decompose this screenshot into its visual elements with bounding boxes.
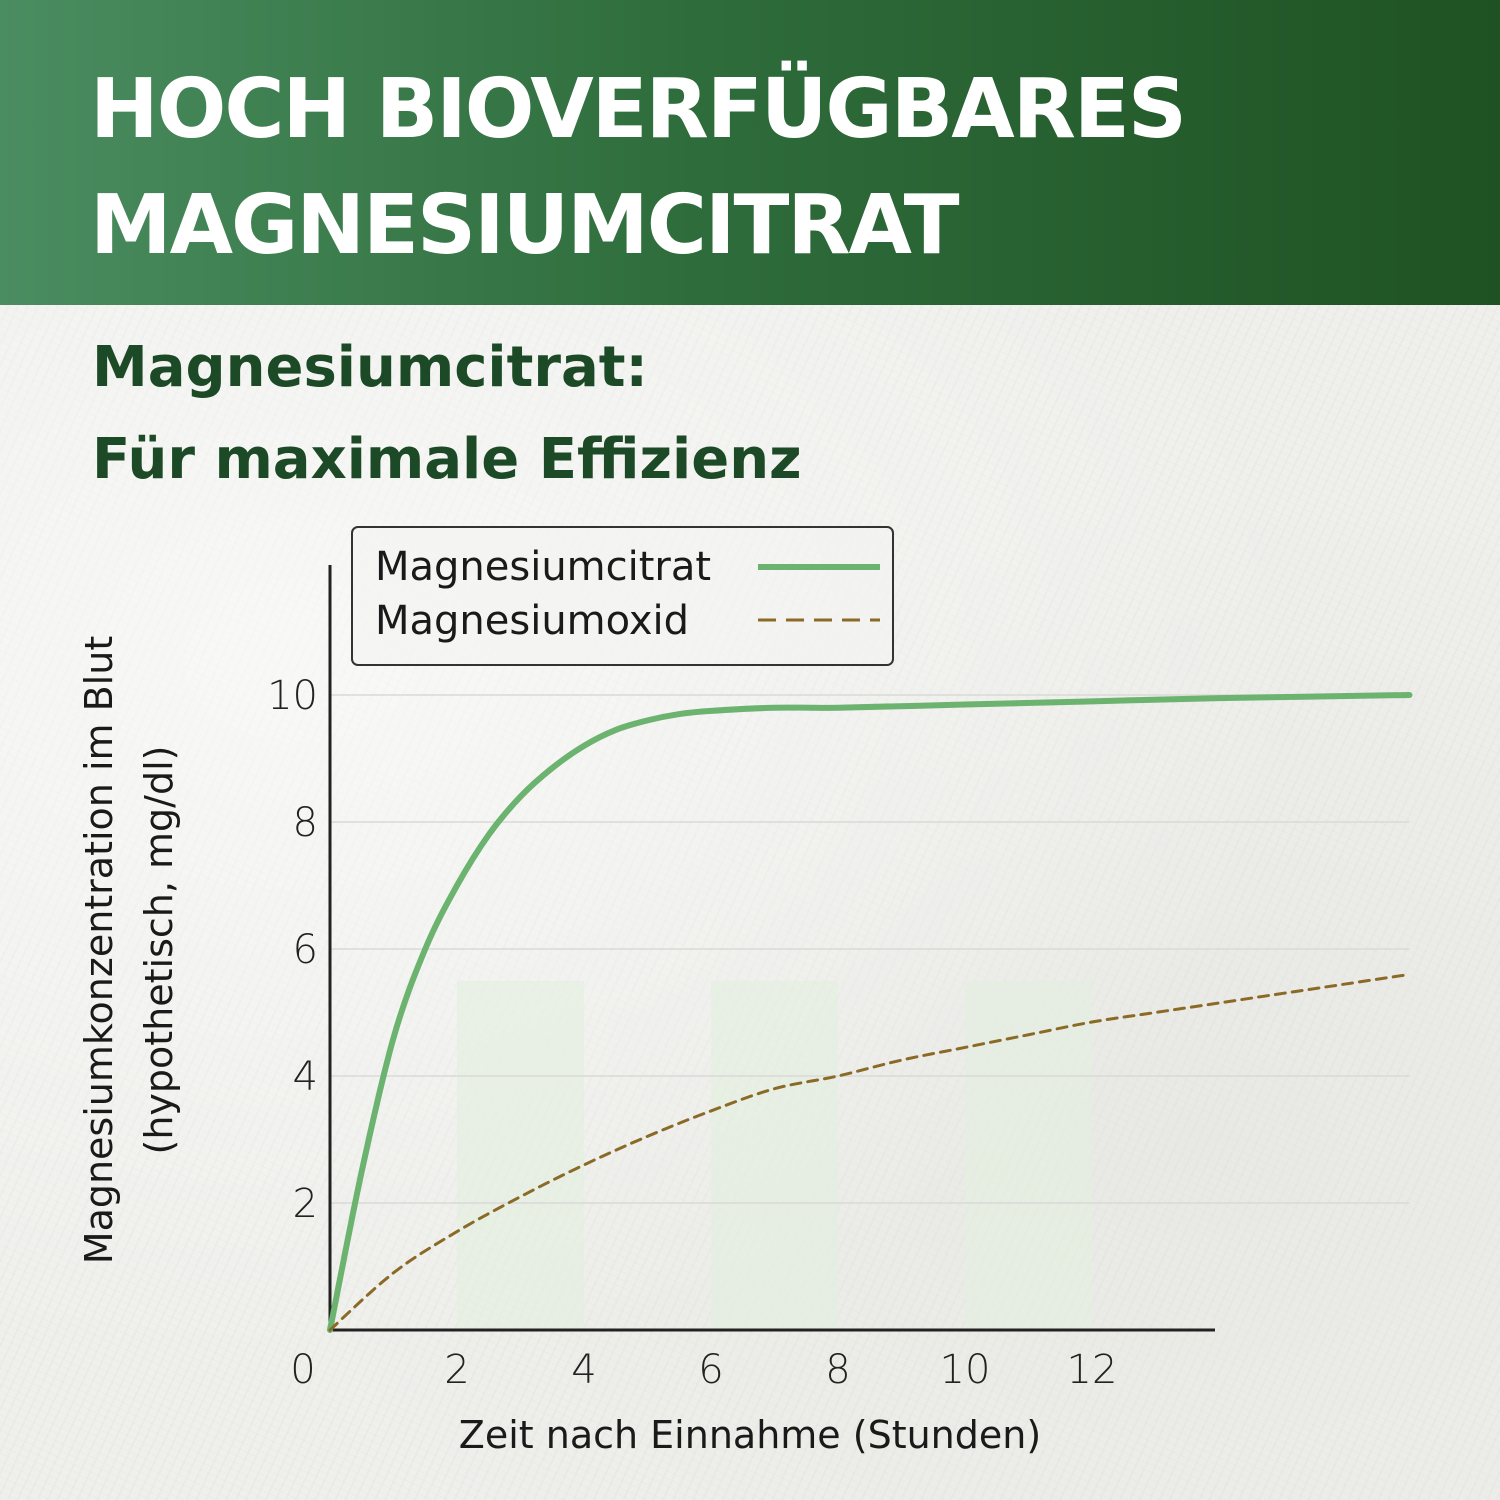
chart-heading: Magnesiumcitrat: Für maximale Effizienz [92,322,1392,506]
shaded-band-2 [965,980,1092,1330]
legend: Magnesiumcitrat Magnesiumoxid [351,526,894,666]
x-tick-6: 6 [698,1347,723,1393]
series-lines [327,692,1413,1333]
y-axis-label-line-2: (hypothetisch, mg/dl) [137,746,181,1155]
y-tick-2: 2 [293,1181,318,1227]
y-axis-label-line-1: Magnesiumkonzentration im Blut [77,636,121,1264]
shaded-band-1 [711,980,838,1330]
y-axis-label: Magnesiumkonzentration im Blut (hypothet… [77,636,181,1264]
title-line-1: HOCH BIOVERFÜGBARES [90,62,1187,157]
legend-box [351,526,894,666]
legend-label-citrate: Magnesiumcitrat [375,544,711,590]
y-tick-labels: 2 4 6 8 10 [267,673,318,1227]
x-tick-10: 10 [940,1347,991,1393]
legend-label-oxide: Magnesiumoxid [375,598,689,644]
header-banner: HOCH BIOVERFÜGBARES MAGNESIUMCITRAT [0,0,1500,305]
subtitle-line-2: Für maximale Effizienz [92,427,802,492]
y-tick-6: 6 [293,927,318,973]
subtitle-line-1: Magnesiumcitrat: [92,335,648,400]
y-tick-4: 4 [293,1054,318,1100]
title-line-2: MAGNESIUMCITRAT [90,178,960,273]
series-line-oxide [328,972,1411,1332]
x-tick-12: 12 [1067,1347,1118,1393]
x-tick-0: 0 [290,1347,315,1393]
paper-background [0,300,1500,1500]
x-tick-labels: 0 2 4 6 8 10 12 [290,1347,1117,1393]
page-title: HOCH BIOVERFÜGBARES MAGNESIUMCITRAT [90,52,1440,284]
y-tick-8: 8 [293,800,318,846]
series-line-citrate [327,692,1413,1333]
x-tick-8: 8 [825,1347,850,1393]
y-tick-10: 10 [267,673,318,719]
x-tick-4: 4 [571,1347,596,1393]
x-tick-2: 2 [444,1347,469,1393]
shaded-bands [457,980,1092,1330]
x-axis-label: Zeit nach Einnahme (Stunden) [459,1413,1041,1457]
shaded-band-0 [457,980,584,1330]
